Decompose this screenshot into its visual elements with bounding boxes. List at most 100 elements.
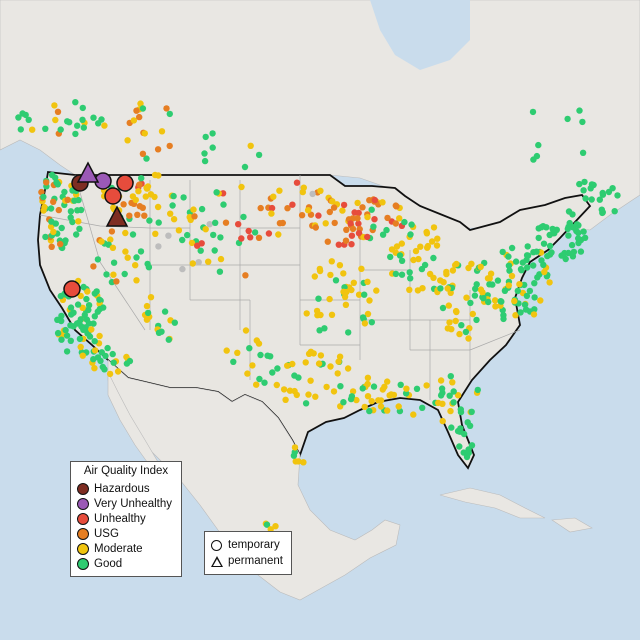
station-marker bbox=[136, 203, 143, 210]
station-marker bbox=[596, 196, 603, 203]
station-marker bbox=[307, 377, 314, 384]
station-marker bbox=[42, 125, 49, 132]
station-marker bbox=[276, 187, 283, 194]
station-marker bbox=[484, 275, 492, 282]
station-marker bbox=[189, 260, 196, 267]
station-marker bbox=[69, 218, 76, 226]
station-marker bbox=[329, 198, 336, 205]
station-marker bbox=[340, 399, 347, 406]
station-marker bbox=[332, 277, 340, 284]
station-marker bbox=[130, 117, 138, 124]
station-marker bbox=[63, 348, 71, 355]
station-marker bbox=[71, 197, 78, 204]
station-marker bbox=[448, 326, 455, 333]
station-marker bbox=[141, 130, 148, 137]
station-marker bbox=[302, 359, 309, 366]
station-marker bbox=[517, 309, 524, 316]
station-marker bbox=[202, 226, 209, 233]
station-marker bbox=[366, 297, 373, 304]
station-marker bbox=[458, 322, 465, 329]
legend-item-usg: USG bbox=[77, 527, 119, 541]
station-marker bbox=[354, 215, 361, 222]
station-marker bbox=[370, 223, 377, 230]
station-marker bbox=[321, 325, 328, 332]
station-marker bbox=[103, 271, 110, 278]
station-marker bbox=[143, 302, 151, 310]
station-marker bbox=[138, 175, 145, 182]
station-marker bbox=[397, 381, 404, 388]
station-marker bbox=[58, 336, 65, 343]
station-marker bbox=[351, 209, 358, 216]
station-marker bbox=[491, 297, 499, 304]
station-marker bbox=[110, 359, 117, 366]
station-marker bbox=[93, 288, 100, 295]
station-marker bbox=[505, 282, 512, 289]
station-marker bbox=[57, 126, 64, 133]
station-marker bbox=[535, 234, 542, 242]
station-marker bbox=[220, 201, 227, 208]
station-marker bbox=[90, 320, 97, 327]
station-marker bbox=[440, 279, 447, 286]
station-marker bbox=[468, 260, 475, 267]
station-marker bbox=[76, 225, 83, 232]
station-marker bbox=[530, 311, 538, 318]
station-marker bbox=[498, 298, 505, 305]
station-marker bbox=[143, 155, 150, 162]
station-marker bbox=[96, 332, 103, 340]
station-marker bbox=[327, 363, 334, 370]
station-marker bbox=[155, 219, 162, 226]
station-marker bbox=[328, 258, 335, 265]
station-marker bbox=[439, 417, 446, 425]
station-marker bbox=[129, 231, 137, 238]
station-marker bbox=[68, 311, 75, 318]
station-marker bbox=[492, 303, 499, 310]
station-marker bbox=[479, 289, 486, 296]
station-marker bbox=[408, 221, 415, 228]
station-marker bbox=[410, 411, 417, 418]
station-marker bbox=[336, 353, 344, 360]
station-marker bbox=[317, 352, 325, 359]
station-marker bbox=[213, 189, 220, 196]
station-marker bbox=[328, 311, 336, 318]
station-marker bbox=[48, 171, 56, 179]
station-marker bbox=[289, 201, 296, 208]
station-marker bbox=[437, 377, 445, 384]
station-marker bbox=[94, 256, 102, 263]
station-marker bbox=[284, 362, 291, 369]
station-marker bbox=[433, 242, 441, 249]
station-marker bbox=[64, 196, 71, 203]
station-marker-large bbox=[104, 187, 122, 205]
station-marker bbox=[316, 327, 323, 334]
station-marker bbox=[582, 195, 589, 202]
station-marker bbox=[88, 326, 95, 333]
station-marker bbox=[134, 211, 141, 218]
station-marker bbox=[133, 254, 140, 261]
station-marker bbox=[84, 288, 91, 295]
station-marker bbox=[343, 226, 350, 233]
station-marker bbox=[449, 267, 457, 274]
station-marker bbox=[452, 317, 459, 325]
station-marker bbox=[387, 253, 394, 261]
very-unhealthy-swatch bbox=[77, 498, 89, 510]
station-marker bbox=[40, 193, 47, 201]
station-marker bbox=[410, 256, 417, 264]
station-marker bbox=[43, 179, 50, 186]
station-marker bbox=[275, 231, 282, 238]
station-marker bbox=[72, 99, 79, 106]
station-marker bbox=[377, 403, 385, 410]
station-marker bbox=[261, 379, 268, 386]
station-marker bbox=[355, 291, 363, 298]
station-marker bbox=[291, 387, 298, 395]
station-marker bbox=[499, 248, 506, 256]
station-marker bbox=[359, 204, 366, 211]
station-marker bbox=[575, 222, 582, 229]
station-marker bbox=[564, 115, 571, 123]
station-marker bbox=[500, 315, 507, 323]
station-marker bbox=[100, 304, 107, 311]
station-marker bbox=[326, 295, 333, 303]
station-marker bbox=[335, 241, 342, 248]
station-marker bbox=[386, 392, 393, 399]
station-marker bbox=[132, 196, 139, 204]
station-marker bbox=[580, 228, 587, 235]
station-marker bbox=[343, 288, 350, 296]
